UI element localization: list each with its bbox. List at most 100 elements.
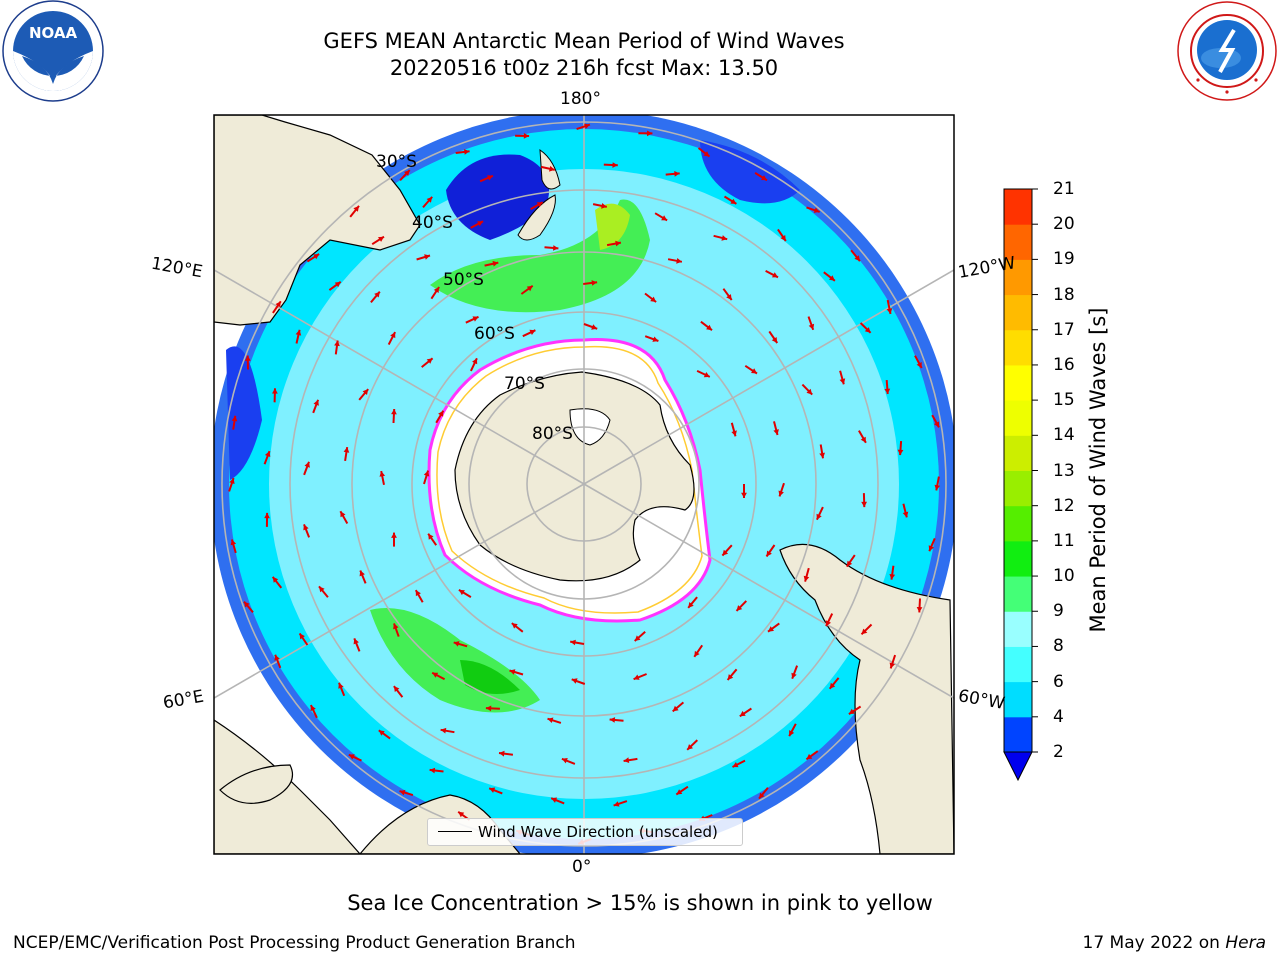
- wave-arrow-head: [426, 358, 433, 364]
- colorbar-segment: [1004, 435, 1032, 471]
- wave-arrow-head: [829, 682, 836, 689]
- wave-arrow-head: [526, 285, 533, 292]
- wave-arrow-head: [244, 355, 251, 361]
- wave-arrow-head: [424, 254, 430, 260]
- wave-arrow-head: [736, 605, 743, 611]
- wave-arrow-head: [789, 730, 795, 737]
- colorbar-label: Mean Period of Wind Waves [s]: [1086, 307, 1110, 633]
- wave-arrow-head: [730, 198, 737, 204]
- colorbar-segment: [1004, 189, 1032, 225]
- colorbar-segment: [1004, 646, 1032, 683]
- lat-label-60s: 60°S: [474, 324, 515, 344]
- wave-arrow-head: [393, 686, 400, 692]
- wave-arrow-head: [661, 215, 668, 221]
- wave-arrow-head: [551, 797, 558, 803]
- wave-arrow-head: [275, 301, 281, 308]
- colorbar-tick-label: 17: [1053, 319, 1075, 340]
- wave-arrow-head: [803, 575, 810, 582]
- wave-arrow-head: [864, 327, 871, 333]
- colorbar-segment: [1004, 716, 1032, 753]
- wave-arrow-head: [244, 601, 250, 608]
- lat-label-30s: 30°S: [376, 152, 417, 172]
- wave-arrow-head: [229, 478, 235, 484]
- wave-arrow-head: [721, 235, 728, 241]
- lat-label-50s: 50°S: [443, 270, 484, 290]
- wave-arrow-head: [806, 388, 813, 395]
- wave-arrow-head: [761, 175, 767, 181]
- wave-low-period-patch: [700, 140, 800, 204]
- land-island: [219, 764, 294, 804]
- colorbar-tick-label: 13: [1053, 460, 1075, 481]
- wave-arrow-head: [591, 324, 598, 330]
- wave-arrow-head: [886, 308, 893, 314]
- wave-arrow-head: [464, 149, 470, 155]
- colorbar-tick-label: 11: [1053, 530, 1075, 551]
- wave-arrow-head: [304, 461, 310, 468]
- colorbar-segment: [1004, 540, 1032, 577]
- land-antarctica: [454, 371, 695, 582]
- wave-arrow-head: [319, 586, 325, 593]
- wave-arrow-head: [731, 430, 737, 437]
- land-australia: [214, 115, 421, 326]
- wave-arrow-head: [353, 205, 359, 212]
- colorbar-tick-label: 16: [1053, 354, 1075, 375]
- wave-arrow-head: [231, 415, 238, 422]
- colorbar-tick-label: 10: [1053, 566, 1075, 587]
- wave-low-period-patch: [446, 154, 550, 240]
- wave-high-period-patch: [595, 203, 630, 250]
- wave-arrow-head: [726, 294, 732, 300]
- lat-label-40s: 40°S: [412, 213, 453, 233]
- colorbar-segment: [1004, 576, 1032, 612]
- wave-arrow-head: [272, 576, 279, 583]
- wave-arrow-head: [415, 590, 421, 597]
- footer-date: 17 May 2022 on Hera: [1083, 933, 1267, 953]
- wave-arrow-head: [458, 811, 465, 818]
- wave-arrow-head: [472, 316, 479, 322]
- wave-arrow-head: [433, 287, 440, 293]
- colorbar-extend-triangle: [1003, 751, 1033, 782]
- wave-arrow-head: [889, 574, 896, 580]
- wave-arrow-head: [694, 650, 700, 657]
- wave-arrow-head: [547, 717, 554, 723]
- wave-arrow-head: [772, 272, 778, 278]
- wave-arrow-head: [650, 296, 657, 302]
- wave-arrow-head: [230, 539, 237, 546]
- wave-arrow-head: [612, 162, 618, 168]
- wave-arrow-head: [676, 789, 683, 795]
- colorbar-segment: [1004, 329, 1032, 366]
- wave-arrow-head: [808, 323, 815, 330]
- wave-arrow-head: [492, 260, 499, 267]
- colorbar-tick-label: 19: [1053, 249, 1075, 270]
- wave-arrow-head: [399, 789, 406, 796]
- chart-subtitle-run: 20220516 t00z 216h fcst Max: 13.50: [389, 56, 779, 80]
- sea-ice-note: Sea Ice Concentration > 15% is shown in …: [347, 891, 933, 915]
- wave-arrow-head: [933, 421, 939, 428]
- wave-arrow-head: [404, 170, 410, 176]
- wave-arrow-head: [472, 358, 478, 365]
- wave-arrow-head: [561, 758, 568, 764]
- wave-arrow-head: [916, 607, 923, 613]
- wave-arrow-head: [813, 207, 820, 213]
- wave-arrow-head: [523, 133, 530, 139]
- wave-low-period-patch: [226, 346, 262, 480]
- wave-arrow-head: [489, 787, 496, 793]
- wave-arrow-head: [780, 235, 786, 241]
- wave-arrow-head: [676, 258, 682, 264]
- wave-arrow-head: [272, 388, 278, 394]
- wave-arrow-head: [739, 710, 746, 717]
- colorbar-segment: [1004, 400, 1032, 436]
- wave-arrow-head: [928, 545, 934, 552]
- colorbar-tick-label: 9: [1053, 601, 1064, 622]
- wave-arrow-head: [623, 757, 630, 763]
- wave-arrow-head: [652, 336, 659, 342]
- wave-arrow-head: [647, 130, 653, 137]
- wave-arrow-head: [264, 451, 271, 457]
- legend-line-swatch: [438, 831, 472, 832]
- noaa-logo: NOAA: [2, 0, 104, 102]
- wave-arrow-head: [613, 801, 620, 807]
- wave-arrow-head: [773, 429, 779, 435]
- wave-arrow-head: [553, 245, 559, 251]
- wave-arrow-head: [902, 511, 909, 518]
- wave-arrow-head: [897, 449, 904, 456]
- wave-arrow-head: [378, 236, 384, 242]
